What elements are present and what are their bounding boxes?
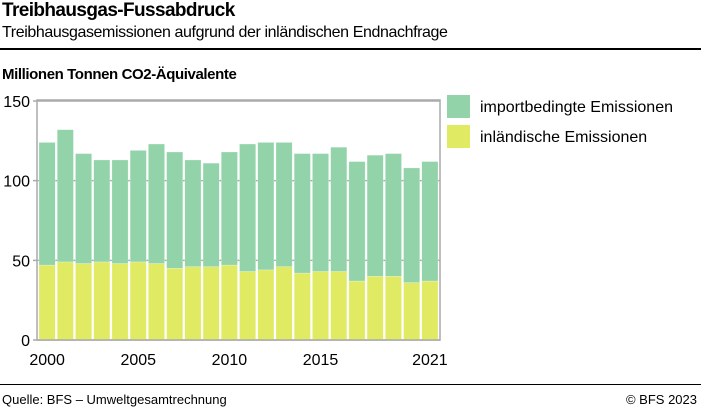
bar-2002 bbox=[75, 263, 92, 341]
bar-2004 bbox=[111, 159, 129, 264]
plot-frame bbox=[36, 99, 441, 341]
bar-2015 bbox=[312, 271, 329, 341]
bar-2017 bbox=[348, 161, 366, 282]
x-tick-label: 2010 bbox=[212, 352, 248, 369]
bar-2014 bbox=[293, 272, 311, 341]
y-tick-label: 50 bbox=[12, 253, 30, 270]
legend-label: importbedingte Emissionen bbox=[480, 99, 673, 116]
bar-2017 bbox=[348, 280, 366, 341]
y-tick-label: 0 bbox=[21, 333, 30, 350]
y-axis-label: Millionen Tonnen CO2-Äquivalente bbox=[2, 66, 237, 83]
bar-2008 bbox=[184, 159, 202, 267]
divider bbox=[0, 48, 701, 50]
bar-2018 bbox=[366, 276, 384, 341]
chart-title: Treibhausgas-Fussabdruck bbox=[2, 0, 235, 21]
bar-2011 bbox=[239, 271, 256, 341]
source-note: Quelle: BFS – Umweltgesamtrechnung bbox=[2, 392, 227, 407]
x-tick-label: 2000 bbox=[29, 352, 65, 369]
chart-subtitle: Treibhausgasemissionen aufgrund der inlä… bbox=[2, 24, 448, 41]
bar-2008 bbox=[184, 266, 202, 341]
x-tick-label: 2021 bbox=[412, 352, 448, 369]
bar-2012 bbox=[257, 269, 275, 341]
bar-2010 bbox=[221, 264, 238, 341]
bar-2003 bbox=[93, 261, 111, 341]
bar-2001 bbox=[56, 261, 74, 341]
bar-2021 bbox=[421, 280, 439, 341]
chart: 0 50 100 150 2000 2005 2010 2015 2021 importbedin… bbox=[3, 94, 673, 369]
bar-2011 bbox=[239, 143, 256, 272]
bar-2020 bbox=[403, 282, 421, 341]
legend-swatch bbox=[447, 125, 470, 148]
bar-2001 bbox=[56, 129, 74, 263]
legend-swatch bbox=[447, 95, 470, 118]
bar-2002 bbox=[75, 153, 92, 264]
y-tick-label: 150 bbox=[3, 94, 30, 111]
y-tick-label: 100 bbox=[3, 174, 30, 191]
bar-2018 bbox=[366, 154, 384, 277]
bar-2010 bbox=[221, 151, 238, 266]
bar-2000 bbox=[38, 264, 56, 341]
bar-2007 bbox=[166, 151, 184, 269]
bar-2006 bbox=[148, 143, 165, 264]
divider bbox=[0, 384, 701, 385]
bar-2013 bbox=[275, 266, 293, 341]
bar-2019 bbox=[385, 153, 402, 277]
bar-2019 bbox=[385, 276, 402, 341]
bar-2015 bbox=[312, 153, 329, 272]
bar-2003 bbox=[93, 159, 111, 263]
bar-2000 bbox=[38, 142, 56, 266]
bar-2012 bbox=[257, 142, 275, 271]
bar-2016 bbox=[330, 146, 348, 272]
bar-2005 bbox=[129, 261, 147, 341]
x-tick-label: 2005 bbox=[120, 352, 156, 369]
bar-2021 bbox=[421, 161, 439, 282]
bar-2006 bbox=[148, 263, 165, 341]
x-tick-label: 2015 bbox=[303, 352, 339, 369]
copyright: © BFS 2023 bbox=[625, 392, 697, 407]
bar-2005 bbox=[129, 150, 147, 263]
bar-2020 bbox=[403, 167, 421, 283]
bar-2007 bbox=[166, 268, 184, 341]
legend-label: inländische Emissionen bbox=[480, 129, 647, 146]
bar-2016 bbox=[330, 271, 348, 341]
bar-2009 bbox=[202, 162, 220, 267]
bar-2004 bbox=[111, 263, 129, 341]
bar-2009 bbox=[202, 266, 220, 341]
bar-2014 bbox=[293, 153, 311, 274]
bar-2013 bbox=[275, 142, 293, 267]
